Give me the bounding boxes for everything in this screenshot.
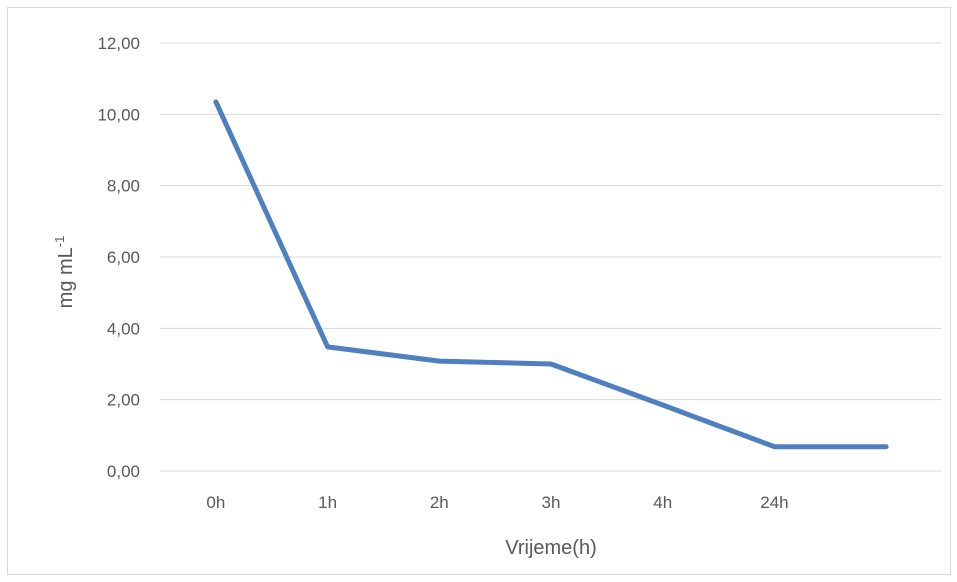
y-tick-label: 8,00 — [107, 177, 140, 196]
y-axis-title: mg mL-1 — [52, 236, 77, 309]
x-tick-labels: 0h 1h 2h 3h 4h 24h — [206, 493, 788, 512]
x-tick-label: 0h — [206, 493, 225, 512]
y-tick-label: 4,00 — [107, 319, 140, 338]
y-tick-label: 0,00 — [107, 462, 140, 481]
y-axis-title-superscript: -1 — [52, 236, 67, 248]
y-axis-title-base: mg mL — [55, 247, 77, 308]
x-axis-title: Vrijeme(h) — [505, 537, 597, 559]
y-tick-label: 10,00 — [97, 105, 140, 124]
series-group — [213, 99, 889, 450]
series-line — [213, 99, 889, 450]
y-tick-label: 6,00 — [107, 248, 140, 267]
y-tick-label: 12,00 — [97, 34, 140, 53]
x-tick-label: 4h — [653, 493, 672, 512]
x-tick-label: 2h — [430, 493, 449, 512]
chart-frame — [7, 7, 951, 575]
gridlines — [160, 42, 942, 472]
x-tick-label: 3h — [542, 493, 561, 512]
x-tick-label: 24h — [760, 493, 788, 512]
x-tick-label: 1h — [318, 493, 337, 512]
y-tick-labels: 0,00 2,00 4,00 6,00 8,00 10,00 12,00 — [97, 34, 140, 481]
y-tick-label: 2,00 — [107, 391, 140, 410]
